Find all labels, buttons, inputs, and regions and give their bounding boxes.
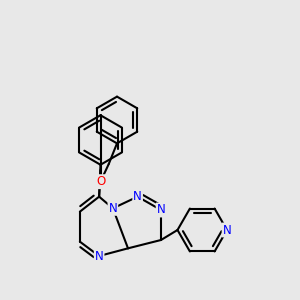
Text: N: N — [133, 190, 142, 203]
Text: O: O — [96, 175, 105, 188]
Text: N: N — [157, 203, 165, 217]
Text: N: N — [109, 202, 117, 215]
Text: N: N — [95, 250, 103, 262]
Text: N: N — [223, 224, 231, 236]
